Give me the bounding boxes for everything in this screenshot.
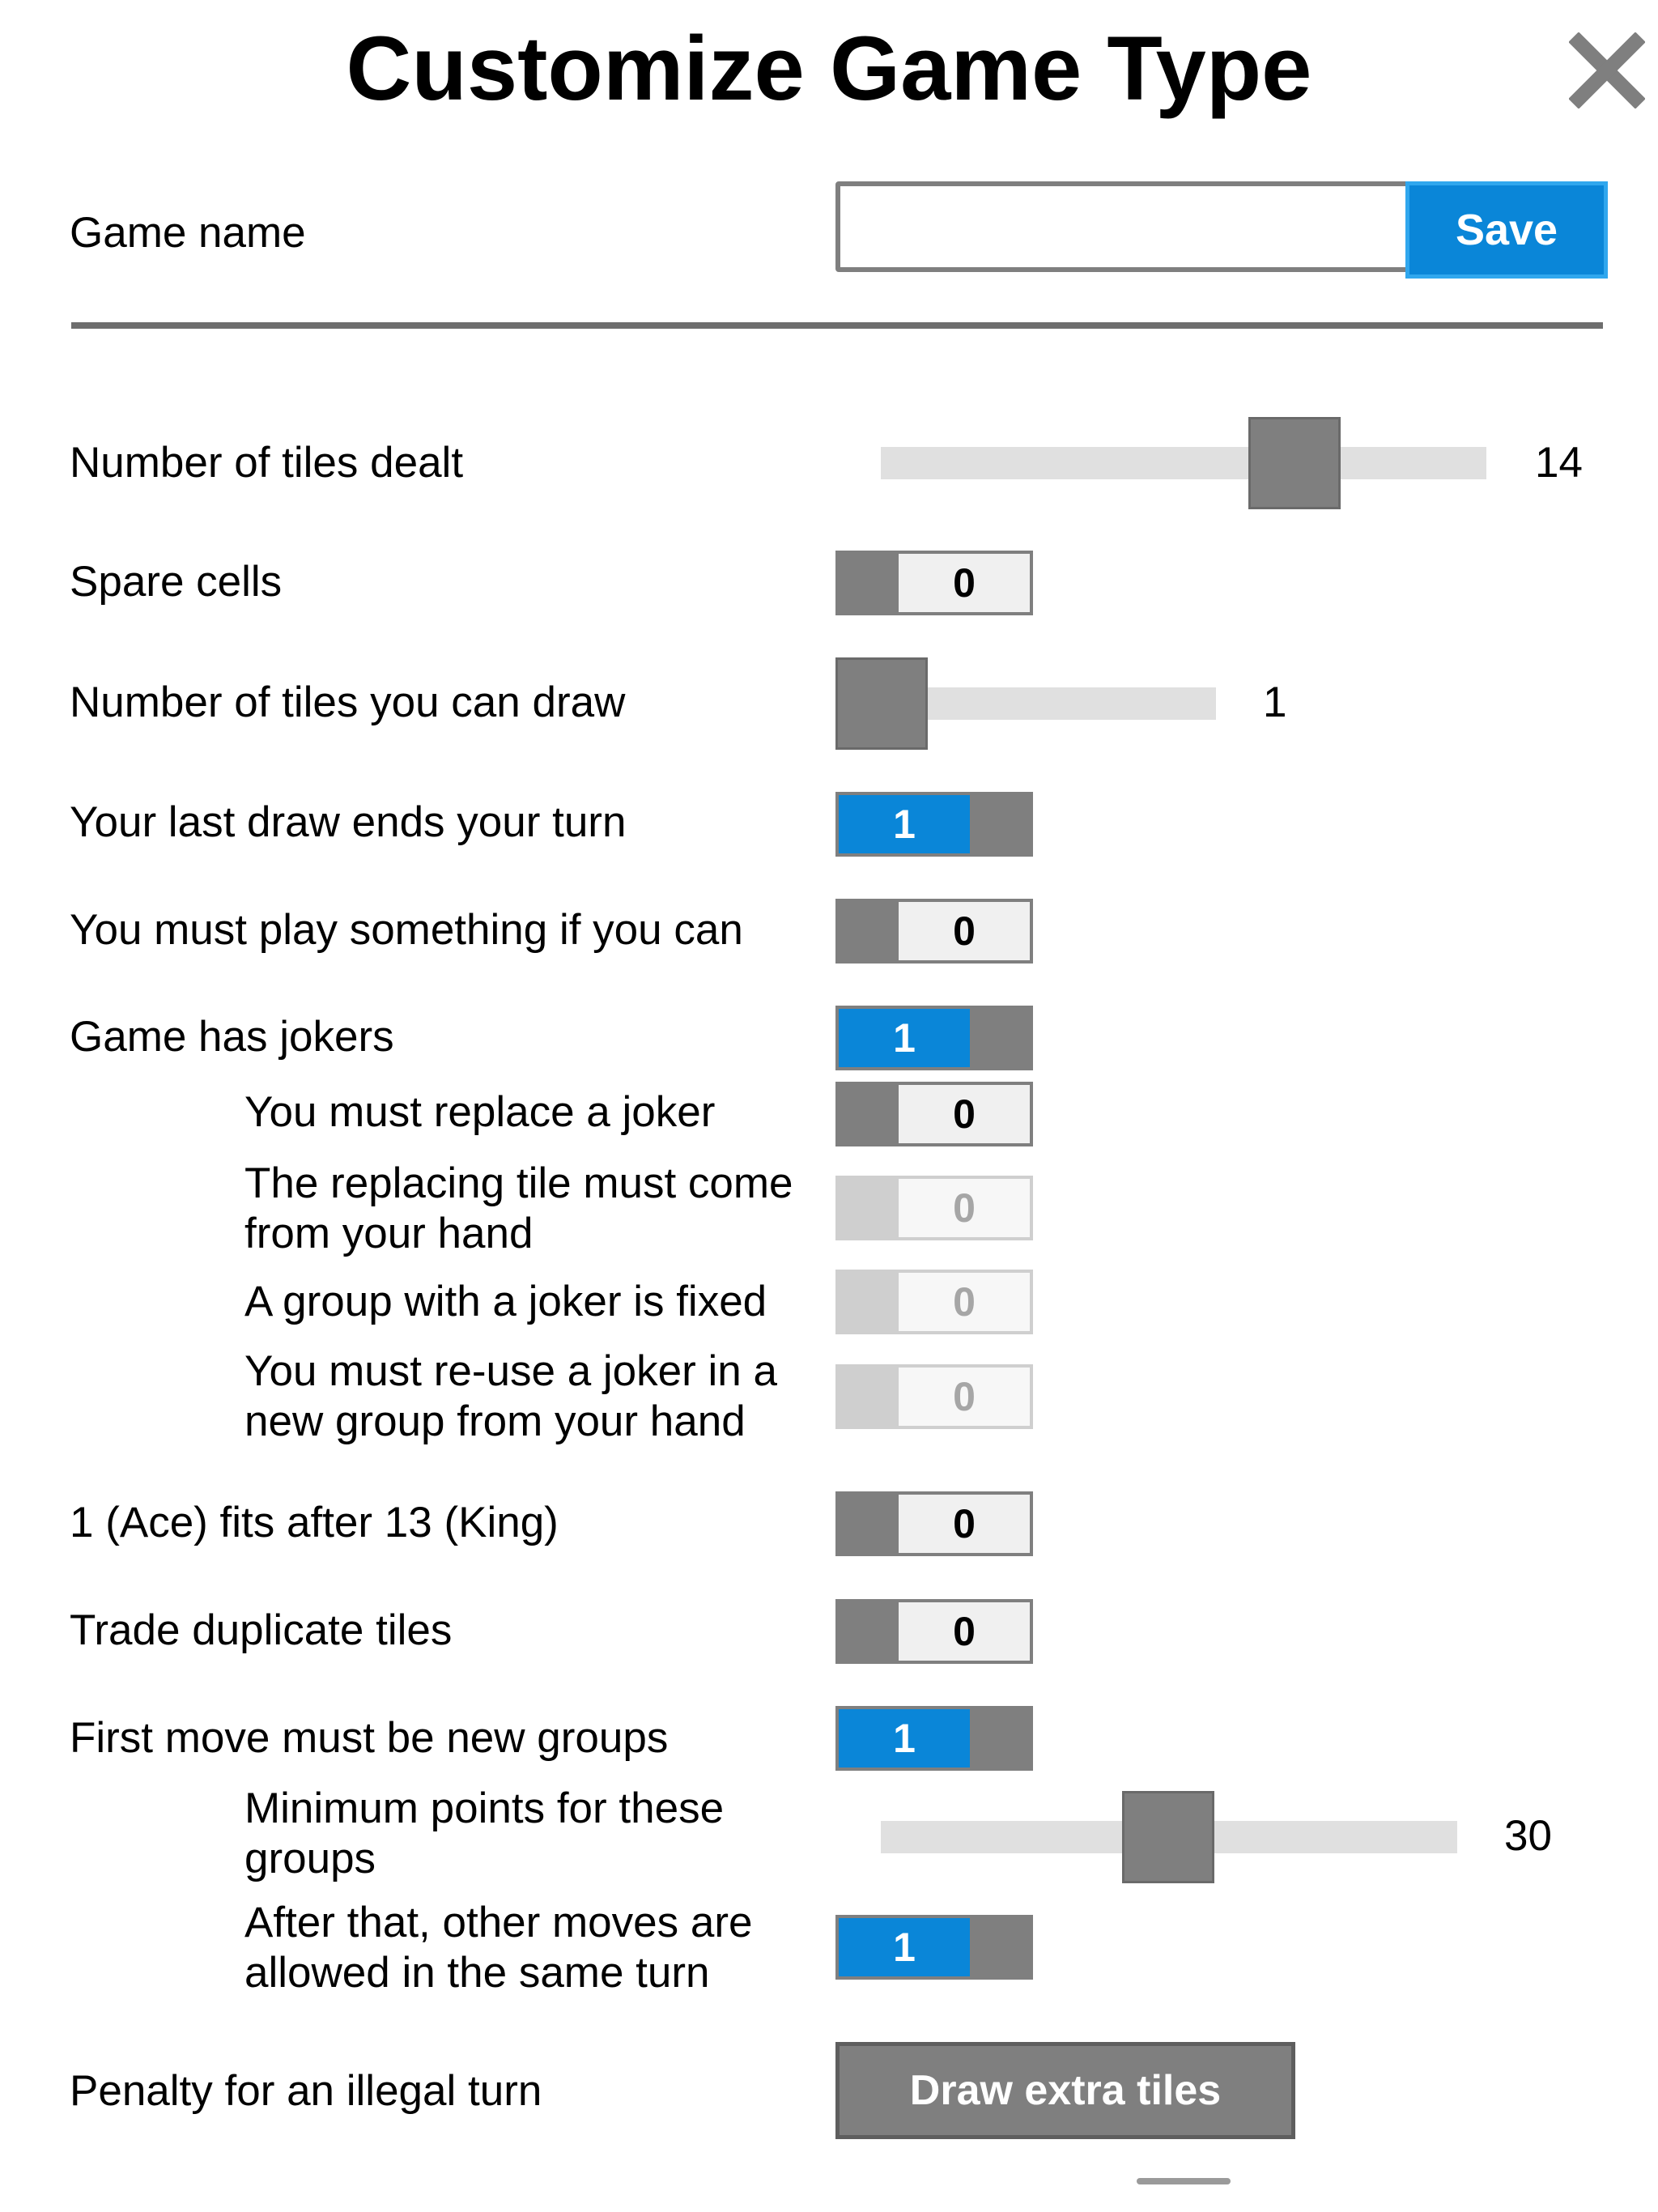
last-draw-label: Your last draw ends your turn (70, 798, 627, 846)
toggle-knob (839, 1495, 899, 1553)
first-move-toggle[interactable]: 1 (835, 1706, 1033, 1771)
toggle-knob (839, 1602, 899, 1661)
tiles-draw-value: 1 (1263, 678, 1287, 726)
toggle-value: 0 (899, 1368, 1030, 1426)
ace-after-king-label: 1 (Ace) fits after 13 (King) (70, 1499, 559, 1546)
toggle-knob (839, 902, 899, 960)
toggle-value: 0 (899, 1179, 1030, 1237)
replace-joker-toggle[interactable]: 0 (835, 1082, 1033, 1146)
trade-duplicates-label: Trade duplicate tiles (70, 1606, 453, 1654)
toggle-knob (970, 1918, 1030, 1976)
joker-group-fixed-label: A group with a joker is fixed (244, 1278, 767, 1325)
game-name-input[interactable] (835, 181, 1428, 272)
replacing-from-hand-toggle: 0 (835, 1176, 1033, 1240)
toggle-value: 0 (899, 1602, 1030, 1661)
toggle-value: 0 (899, 554, 1030, 612)
tiles-draw-label: Number of tiles you can draw (70, 678, 626, 726)
joker-group-fixed-toggle: 0 (835, 1270, 1033, 1334)
toggle-knob (839, 1368, 899, 1426)
tiles-draw-slider-track[interactable] (881, 687, 1216, 720)
toggle-knob (839, 1085, 899, 1143)
last-draw-toggle[interactable]: 1 (835, 792, 1033, 857)
toggle-value: 1 (839, 1918, 970, 1976)
min-points-label: Minimum points for these groups (244, 1784, 725, 1882)
replace-joker-label: You must replace a joker (244, 1088, 716, 1136)
tiles-dealt-slider-track[interactable] (881, 447, 1486, 479)
game-name-label: Game name (70, 209, 306, 257)
close-icon[interactable] (1569, 32, 1645, 108)
toggle-knob (839, 1273, 899, 1331)
penalty-label: Penalty for an illegal turn (70, 2067, 542, 2115)
toggle-value: 1 (839, 1009, 970, 1067)
ace-after-king-toggle[interactable]: 0 (835, 1491, 1033, 1556)
tiles-dealt-slider-thumb[interactable] (1248, 417, 1341, 509)
replacing-from-hand-label: The replacing tile must come from your h… (244, 1159, 793, 1257)
has-jokers-label: Game has jokers (70, 1013, 394, 1061)
other-moves-toggle[interactable]: 1 (835, 1915, 1033, 1980)
min-points-slider-thumb[interactable] (1122, 1791, 1214, 1883)
dialog-title: Customize Game Type (346, 18, 1312, 119)
toggle-knob (839, 554, 899, 612)
spare-cells-label: Spare cells (70, 558, 283, 606)
must-play-toggle[interactable]: 0 (835, 899, 1033, 963)
min-points-value: 30 (1504, 1812, 1552, 1860)
toggle-value: 0 (899, 1085, 1030, 1143)
tiles-draw-slider-thumb[interactable] (835, 657, 928, 750)
must-play-label: You must play something if you can (70, 906, 743, 954)
toggle-value: 0 (899, 1495, 1030, 1553)
penalty-dropdown-button[interactable]: Draw extra tiles (835, 2042, 1295, 2139)
has-jokers-toggle[interactable]: 1 (835, 1006, 1033, 1070)
reuse-joker-label: You must re-use a joker in a new group f… (244, 1347, 777, 1445)
toggle-knob (970, 1709, 1030, 1767)
scroll-indicator (1137, 2178, 1231, 2184)
reuse-joker-toggle: 0 (835, 1364, 1033, 1429)
divider (71, 322, 1603, 329)
toggle-knob (970, 795, 1030, 853)
trade-duplicates-toggle[interactable]: 0 (835, 1599, 1033, 1664)
save-button[interactable]: Save (1405, 181, 1608, 279)
tiles-dealt-value: 14 (1535, 439, 1583, 487)
toggle-value: 1 (839, 1709, 970, 1767)
toggle-value: 1 (839, 795, 970, 853)
tiles-dealt-label: Number of tiles dealt (70, 439, 464, 487)
first-move-label: First move must be new groups (70, 1714, 669, 1762)
toggle-value: 0 (899, 902, 1030, 960)
toggle-value: 0 (899, 1273, 1030, 1331)
toggle-knob (839, 1179, 899, 1237)
other-moves-label: After that, other moves are allowed in t… (244, 1899, 753, 1997)
toggle-knob (970, 1009, 1030, 1067)
spare-cells-toggle[interactable]: 0 (835, 551, 1033, 615)
